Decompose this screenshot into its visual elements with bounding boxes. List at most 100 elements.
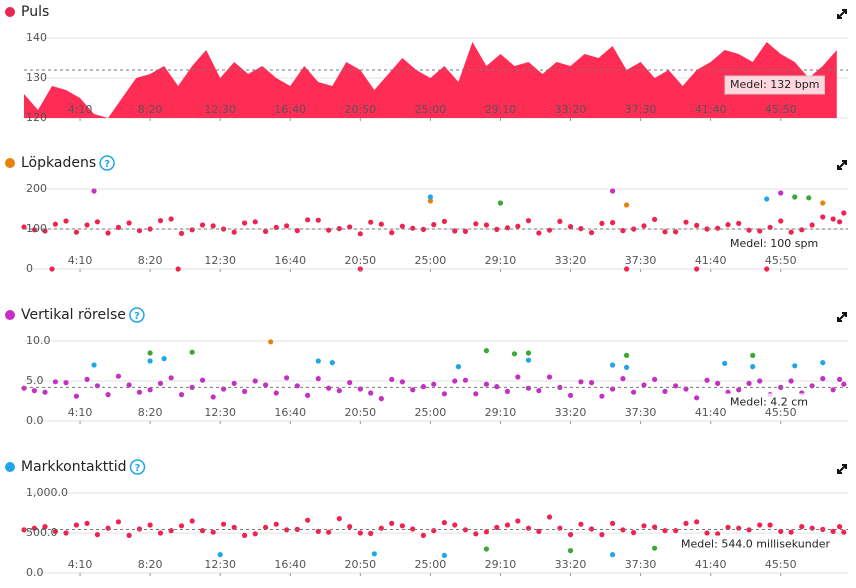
pulse-area [24,42,837,118]
x-tick-label: 8:20 [138,103,163,116]
data-point [567,548,574,554]
x-tick-label: 41:40 [695,103,727,116]
data-point [49,266,55,272]
data-point [792,363,798,369]
x-tick-label: 45:50 [765,254,797,267]
data-point [536,528,542,535]
data-point [115,519,122,525]
data-point [715,380,721,386]
data-point [694,266,700,272]
help-icon[interactable] [129,459,146,475]
data-point [778,190,784,196]
expand-icon[interactable] [837,312,847,322]
data-point [473,391,479,397]
data-point [820,376,826,382]
help-icon-glyph: ? [104,159,110,170]
data-point [410,526,416,532]
x-tick-label: 4:10 [68,406,93,419]
data-point [284,375,290,381]
x-tick-label: 4:10 [68,103,93,116]
x-tick-label: 12:30 [204,558,236,571]
expand-icon[interactable] [837,464,847,474]
data-point [178,230,185,236]
data-point [567,392,574,398]
data-point [609,552,616,558]
data-point [189,349,195,355]
x-tick-label: 33:20 [555,406,587,419]
data-point [694,395,700,401]
mean-label: Medel: 4.2 cm [730,395,808,408]
x-tick-label: 41:40 [695,558,727,571]
y-tick-label: 1,000.0 [26,486,68,499]
data-point [483,348,490,354]
data-point [52,528,58,535]
chart-panel: Markkontakttid ? Medel: 544.0 millisekunde… [5,459,848,579]
chart-title: Markkontakttid [21,459,127,475]
data-point [809,525,815,531]
data-point [441,218,448,224]
x-tick-label: 45:50 [765,558,797,571]
expand-icon[interactable] [837,160,847,170]
data-point [841,210,847,216]
x-tick-label: 25:00 [415,103,447,116]
data-point [630,389,637,395]
data-point [94,219,101,225]
x-tick-label: 25:00 [415,254,447,267]
data-point [268,339,274,345]
data-point [757,228,763,234]
data-point [809,222,815,228]
data-point [799,524,805,530]
data-point [73,393,80,399]
data-point [199,377,206,383]
data-point [105,525,111,531]
data-point [836,524,843,530]
legend-dot [5,310,15,320]
help-icon-glyph: ? [135,463,141,474]
help-icon[interactable] [129,307,145,323]
data-point [378,525,384,531]
data-point [410,387,416,393]
data-point [578,226,584,232]
data-point [431,381,437,387]
data-point [767,522,773,528]
data-point [147,522,153,528]
x-tick-label: 25:00 [415,558,447,571]
x-tick-label: 16:40 [274,558,306,571]
data-point [368,530,374,537]
data-point [231,380,237,386]
data-point [73,522,80,528]
expand-icon[interactable] [837,9,847,19]
data-point [778,528,784,535]
data-point [525,357,532,363]
data-point [662,528,668,534]
data-point [778,218,784,224]
data-point [305,517,311,523]
data-point [452,522,458,528]
mean-label-bg [725,235,824,253]
data-point [336,516,342,522]
data-point [746,227,752,233]
mean-label: Medel: 100 spm [730,237,818,250]
data-point [515,374,521,380]
data-point [830,528,836,535]
data-point [252,378,258,384]
data-point [662,229,668,235]
data-point [168,216,174,222]
mean-label: Medel: 132 bpm [730,78,819,91]
data-point [588,230,595,236]
x-tick-label: 41:40 [695,406,727,419]
data-point [252,531,258,537]
data-point [371,551,377,557]
x-tick-label: 37:30 [625,103,657,116]
data-point [389,230,395,236]
data-point [497,200,504,206]
data-point [252,219,258,225]
data-point [641,223,647,229]
help-icon[interactable] [99,155,115,171]
data-point [189,227,195,233]
data-point [820,214,826,220]
data-point [210,394,216,400]
data-point [347,380,353,386]
data-point [126,532,132,539]
chart-panel: Puls Medel: 132 bpm 120 130 140 4:10 8:20 12:30… [5,4,848,124]
